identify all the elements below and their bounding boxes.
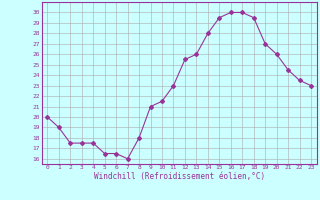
X-axis label: Windchill (Refroidissement éolien,°C): Windchill (Refroidissement éolien,°C) [94,172,265,181]
